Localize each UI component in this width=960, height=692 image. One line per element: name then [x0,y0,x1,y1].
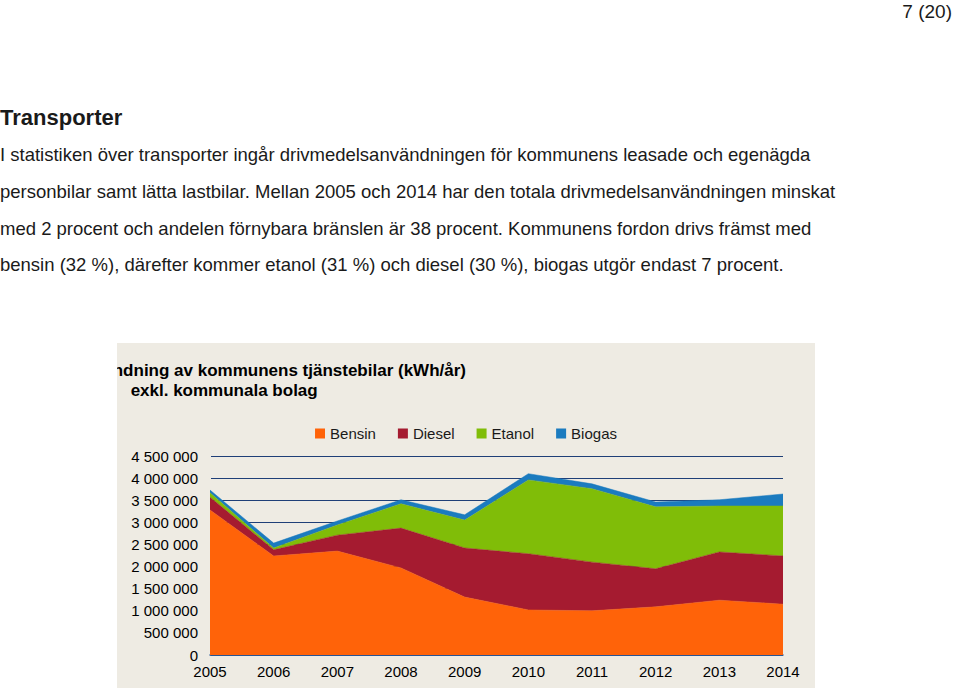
svg-text:2008: 2008 [384,663,417,680]
svg-text:4 500 000: 4 500 000 [131,448,198,465]
svg-text:Bensin: Bensin [330,425,376,442]
svg-text:3 500 000: 3 500 000 [131,492,198,509]
svg-text:Diesel: Diesel [413,425,455,442]
svg-text:2 000 000: 2 000 000 [131,558,198,575]
svg-text:1 000 000: 1 000 000 [131,602,198,619]
svg-text:4 000 000: 4 000 000 [131,470,198,487]
svg-text:2005: 2005 [193,663,226,680]
svg-text:2006: 2006 [257,663,290,680]
svg-text:3 000 000: 3 000 000 [131,514,198,531]
svg-text:Biogas: Biogas [571,425,617,442]
svg-text:500 000: 500 000 [144,624,198,641]
html-text:bensin (32 %), därefter kommer: bensin (32 %), därefter kommer etanol (3… [0,254,784,276]
svg-text:2010: 2010 [512,663,545,680]
svg-text:exkl. kommunala bolag: exkl. kommunala bolag [131,381,318,400]
svg-text:2012: 2012 [639,663,672,680]
svg-text:Drivmedelsanvändning av kommun: Drivmedelsanvändning av kommunens tjänst… [117,361,466,380]
svg-text:0: 0 [190,647,198,664]
html-text:Transporter: Transporter [0,105,123,130]
html-text:med 2 procent och andelen förn: med 2 procent och andelen förnybara brän… [0,217,812,239]
svg-text:Etanol: Etanol [492,425,535,442]
svg-text:2013: 2013 [703,663,736,680]
svg-text:2009: 2009 [448,663,481,680]
svg-text:2011: 2011 [576,663,608,680]
svg-text:2007: 2007 [321,663,354,680]
html-text:I statistiken över transporter: I statistiken över transporter ingår dri… [0,144,811,165]
svg-text:1 500 000: 1 500 000 [131,580,198,597]
html-text:personbilar samt lätta lastbil: personbilar samt lätta lastbilar. Mellan… [0,180,836,202]
svg-text:2014: 2014 [766,663,799,680]
html-text:7 (20): 7 (20) [902,1,952,22]
svg-text:2 500 000: 2 500 000 [131,536,198,553]
